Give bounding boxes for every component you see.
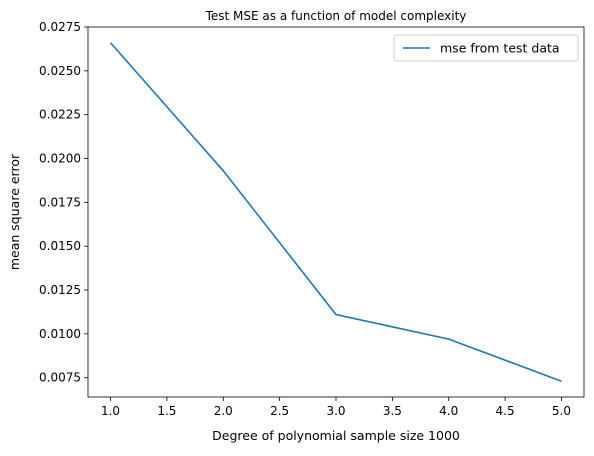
legend-label-mse: mse from test data: [440, 41, 560, 56]
legend: mse from test data: [394, 35, 578, 61]
y-tick-label: 0.0275: [39, 20, 81, 34]
x-tick-label: 1.0: [101, 404, 120, 418]
x-tick-label: 3.0: [326, 404, 345, 418]
x-tick-label: 4.5: [496, 404, 515, 418]
x-tick-label: 2.5: [270, 404, 289, 418]
x-tick-label: 3.5: [383, 404, 402, 418]
y-tick-label: 0.0150: [39, 239, 81, 253]
x-tick-label: 2.0: [214, 404, 233, 418]
y-tick-label: 0.0125: [39, 283, 81, 297]
y-tick-label: 0.0175: [39, 195, 81, 209]
chart-title: Test MSE as a function of model complexi…: [205, 9, 467, 23]
x-tick-label: 5.0: [552, 404, 571, 418]
y-tick-label: 0.0100: [39, 327, 81, 341]
y-tick-label: 0.0225: [39, 108, 81, 122]
y-tick-label: 0.0075: [39, 371, 81, 385]
x-tick-label: 1.5: [157, 404, 176, 418]
y-tick-label: 0.0200: [39, 152, 81, 166]
y-axis-ticks: 0.0075 0.0100 0.0125 0.0150 0.0175 0.0200 0.02…: [39, 20, 88, 385]
y-axis-label: mean square error: [7, 153, 22, 270]
x-axis-label: Degree of polynomial sample size 1000: [212, 428, 460, 443]
x-tick-label: 4.0: [439, 404, 458, 418]
y-tick-label: 0.0250: [39, 64, 81, 78]
